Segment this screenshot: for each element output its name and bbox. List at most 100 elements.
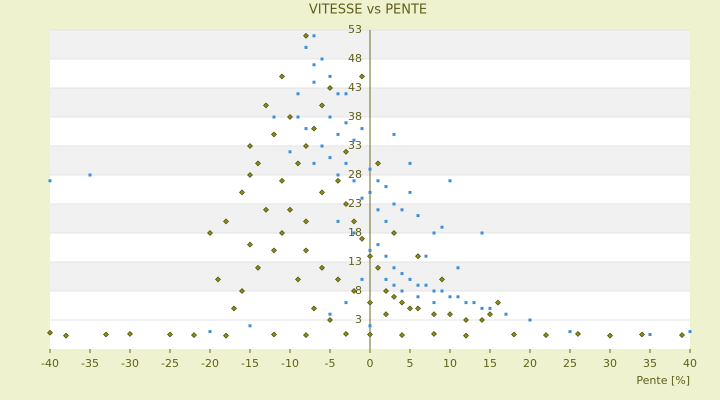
point [303, 143, 309, 149]
point [247, 241, 253, 248]
point [391, 230, 397, 236]
point [304, 127, 308, 131]
point [351, 218, 357, 225]
point [479, 317, 485, 323]
x-tick-label: -5 [325, 357, 336, 370]
point [271, 131, 277, 138]
point [248, 324, 252, 328]
y-tick-label: 38 [348, 110, 362, 123]
point [400, 272, 404, 276]
point [407, 305, 413, 312]
x-tick-label: 5 [407, 357, 414, 370]
point [424, 254, 428, 258]
point [296, 92, 300, 96]
x-tick-label: -15 [241, 357, 259, 370]
point [255, 264, 261, 271]
point [648, 333, 652, 336]
point [431, 330, 437, 337]
x-tick-label: 25 [563, 357, 577, 370]
point [167, 331, 173, 338]
point [303, 218, 309, 225]
point [463, 317, 469, 323]
point [287, 206, 293, 213]
point [336, 173, 340, 177]
point [375, 264, 381, 271]
y-tick-label: 53 [348, 23, 362, 36]
y-tick-label: 33 [348, 139, 362, 152]
point [607, 332, 613, 339]
point [367, 299, 373, 306]
point [239, 288, 245, 294]
point [344, 121, 348, 125]
point [448, 179, 452, 183]
point [303, 32, 309, 39]
point [368, 190, 372, 194]
point [223, 332, 229, 339]
point [288, 150, 292, 154]
point [432, 231, 436, 235]
point [359, 73, 365, 80]
point [343, 148, 349, 155]
point [679, 332, 685, 339]
point [400, 208, 404, 212]
point [568, 330, 572, 334]
point [279, 73, 285, 80]
point [311, 125, 317, 132]
y-tick-label: 23 [348, 197, 362, 210]
point [384, 277, 388, 281]
x-tick-label: -30 [121, 357, 139, 370]
point [352, 179, 356, 183]
x-tick-label: -20 [201, 357, 219, 370]
point [415, 253, 421, 260]
point [447, 311, 453, 318]
point [247, 143, 253, 149]
point [271, 331, 277, 338]
point [303, 247, 309, 254]
point [328, 156, 332, 160]
point [279, 230, 285, 236]
point [528, 318, 532, 322]
point [408, 277, 412, 281]
point [303, 332, 309, 339]
x-tick-label: 35 [643, 357, 657, 370]
point [360, 127, 364, 131]
point [383, 288, 389, 294]
point [383, 311, 389, 318]
y-tick-label: 43 [348, 81, 362, 94]
x-tick-label: 30 [603, 357, 617, 370]
point [487, 311, 493, 318]
point [295, 160, 301, 167]
point [368, 324, 372, 328]
point [319, 264, 325, 271]
point [319, 189, 325, 196]
point [335, 276, 341, 283]
point [336, 219, 340, 223]
point [255, 160, 261, 167]
point [304, 45, 308, 49]
point [392, 266, 396, 270]
point [376, 208, 380, 212]
point [328, 74, 332, 78]
point [247, 172, 253, 178]
point [415, 305, 421, 312]
point [408, 190, 412, 194]
point [399, 332, 405, 339]
point [543, 332, 549, 339]
point [223, 218, 229, 225]
point [400, 289, 404, 293]
point [359, 235, 365, 242]
point [431, 311, 437, 318]
point [463, 332, 469, 339]
point [416, 295, 420, 299]
x-tick-label: 20 [523, 357, 537, 370]
x-tick-label: -10 [281, 357, 299, 370]
point [360, 196, 364, 200]
point [424, 283, 428, 287]
chart-title: VITESSE vs PENTE [309, 3, 427, 18]
point [399, 299, 405, 306]
point [344, 92, 348, 96]
point [263, 102, 269, 109]
point [432, 301, 436, 305]
y-tick-label: 13 [348, 255, 362, 268]
point [495, 299, 501, 306]
